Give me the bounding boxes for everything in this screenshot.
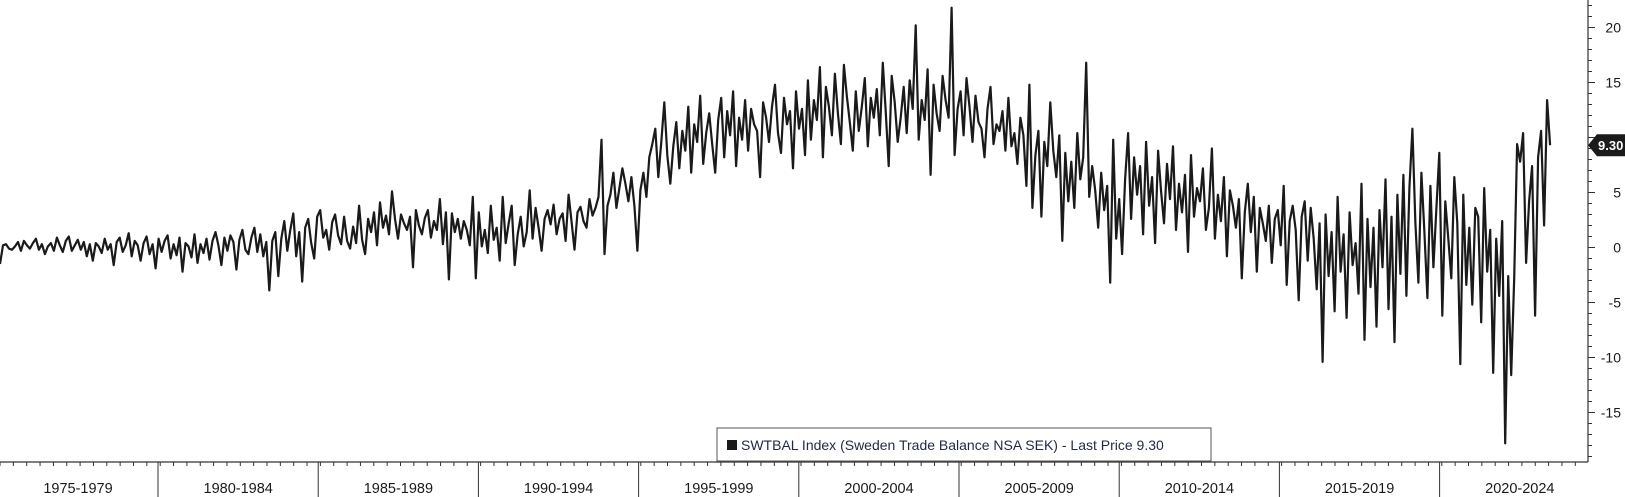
- plot-area: [0, 6, 1552, 445]
- y-axis-ticks: -15 -10 -5 0 5 15 20: [1588, 5, 1622, 457]
- x-category-label: 1990-1994: [524, 481, 593, 497]
- x-category-label: 2020-2024: [1485, 481, 1554, 497]
- y-tick-label: -5: [1609, 295, 1622, 311]
- y-tick-label: 0: [1613, 240, 1621, 256]
- x-category-label: 2000-2004: [844, 481, 913, 497]
- last-price-badge: 9.30: [1588, 134, 1625, 157]
- x-category-label: 1995-1999: [684, 481, 753, 497]
- y-tick-label: -10: [1601, 350, 1621, 366]
- x-category-label: 2010-2014: [1165, 481, 1234, 497]
- x-category-label: 2005-2009: [1005, 481, 1074, 497]
- y-tick-label: -15: [1601, 405, 1621, 421]
- x-category-label: 2015-2019: [1325, 481, 1394, 497]
- y-tick-label: 20: [1605, 20, 1621, 36]
- legend-swatch: [727, 440, 737, 450]
- last-price-badge-shape: [1588, 134, 1625, 157]
- x-category-label: 1975-1979: [43, 481, 112, 497]
- x-axis-ticks: 1975-1979 1980-1984 1985-1989 1990-1994 1995…: [0, 462, 1576, 497]
- series-line-swtbal: [0, 6, 1552, 445]
- chart-axes: [0, 0, 1589, 463]
- legend-label: SWTBAL Index (Sweden Trade Balance NSA S…: [741, 437, 1164, 453]
- x-category-label: 1980-1984: [204, 481, 273, 497]
- y-tick-label: 5: [1613, 185, 1621, 201]
- last-price-value: 9.30: [1598, 138, 1623, 153]
- chart-legend[interactable]: SWTBAL Index (Sweden Trade Balance NSA S…: [716, 427, 1212, 462]
- legend-box: [716, 427, 1212, 462]
- x-category-label: 1985-1989: [364, 481, 433, 497]
- y-tick-label: 15: [1605, 75, 1621, 91]
